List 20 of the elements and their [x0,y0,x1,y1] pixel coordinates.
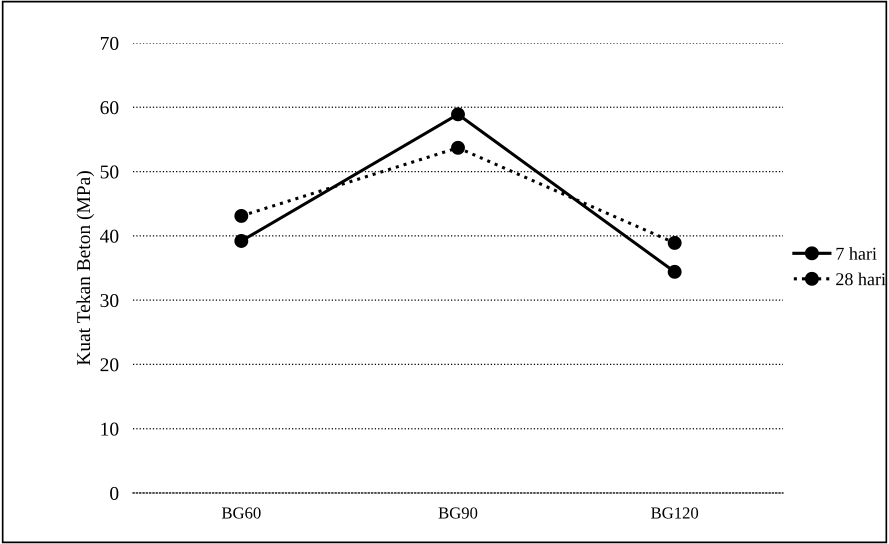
y-tick-label: 70 [100,36,118,50]
y-tick-label: 20 [100,358,118,372]
x-tick-label: BG120 [651,507,698,519]
legend-label: 7 hari [836,247,877,260]
y-tick-label: 50 [100,165,118,179]
y-tick-label: 10 [101,422,118,436]
point [668,264,682,279]
y-tick-label: 0 [110,486,118,500]
x-tick-label: BG60 [222,507,261,519]
point [234,208,248,223]
x-tick-label: BG90 [438,507,478,519]
point [451,140,465,155]
legend-label: 28 hari [836,272,886,286]
point [668,236,682,250]
point [234,234,248,248]
y-tick-label: 40 [100,230,118,243]
y-tick-label: 60 [100,101,118,114]
y-tick-label: 30 [100,294,118,308]
point [451,107,465,122]
y-axis-title: Kuat Tekan Beton (MPa) [76,171,94,366]
